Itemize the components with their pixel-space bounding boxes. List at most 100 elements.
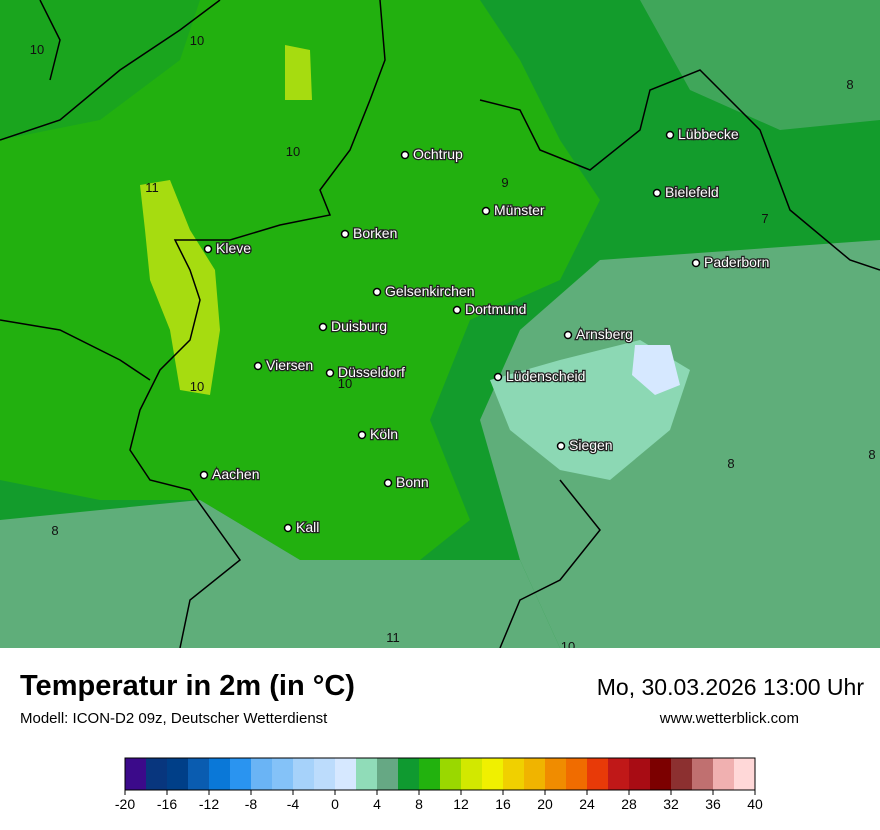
title: Temperatur in 2m (in °C) [20, 670, 355, 702]
borders [0, 0, 880, 648]
color-swatch [125, 758, 147, 790]
city-label: Bielefeld [665, 184, 719, 200]
city-label: Dortmund [465, 301, 526, 317]
cities: Lübbecke Ochtrup Bielefeld Münster Borken Kle… [199, 125, 771, 536]
coldest-area [632, 345, 680, 395]
color-swatch [377, 758, 399, 790]
contour-label: 10 [30, 42, 44, 57]
color-swatch [419, 758, 441, 790]
color-swatch [545, 758, 567, 790]
model-info: Modell: ICON-D2 09z, Deutscher Wetterdie… [20, 710, 328, 727]
tick-label: 32 [663, 796, 679, 812]
city-label: Viersen [266, 357, 313, 373]
city-label: Köln [370, 426, 398, 442]
tick-label: 8 [415, 796, 423, 812]
color-swatch [209, 758, 231, 790]
tick-label: 12 [453, 796, 469, 812]
city-dot [199, 470, 209, 480]
tick-label: -20 [115, 796, 135, 812]
city-label: Kleve [216, 240, 251, 256]
city-label: Düsseldorf [338, 364, 405, 380]
city-dot [400, 150, 410, 160]
color-swatch [461, 758, 483, 790]
city-label: Ochtrup [413, 146, 463, 162]
city-dot [203, 244, 213, 254]
warm-area [285, 45, 312, 100]
city-dot [452, 305, 462, 315]
color-swatch [566, 758, 588, 790]
tick-label: 16 [495, 796, 511, 812]
tick-label: -12 [199, 796, 219, 812]
contour-label: 10 [561, 639, 575, 648]
city-label: Münster [494, 202, 545, 218]
warm-area [140, 180, 220, 395]
website: www.wetterblick.com [659, 710, 799, 727]
contour-label: 10 [190, 379, 204, 394]
contour-label: 8 [846, 77, 853, 92]
contour-labels: 10 10 10 11 9 8 7 10 10 8 8 8 11 10 [30, 33, 876, 648]
tick-label: 24 [579, 796, 595, 812]
contour-label: 8 [868, 447, 875, 462]
city-dot [691, 258, 701, 268]
color-swatch [188, 758, 210, 790]
cool-area [640, 0, 880, 130]
warm-area [0, 0, 600, 560]
color-swatch [440, 758, 462, 790]
cool-area [0, 500, 560, 648]
contour-label: 11 [386, 630, 400, 645]
map: Lübbecke Ochtrup Bielefeld Münster Borken Kle… [0, 0, 880, 648]
color-swatch [629, 758, 651, 790]
color-swatch [230, 758, 252, 790]
color-swatch [398, 758, 420, 790]
color-swatch [650, 758, 672, 790]
tick-label: 4 [373, 796, 381, 812]
color-swatch [314, 758, 336, 790]
tick-label: -16 [157, 796, 177, 812]
cool-area [480, 240, 880, 648]
city-label: Borken [353, 225, 397, 241]
color-scale-frame [124, 757, 756, 791]
color-swatch [671, 758, 693, 790]
tick-label: -8 [245, 796, 258, 812]
city-label: Paderborn [704, 254, 769, 270]
tick-label: -4 [287, 796, 300, 812]
color-swatch [734, 758, 756, 790]
color-swatch [692, 758, 714, 790]
city-label: Duisburg [331, 318, 387, 334]
color-scale: -20 -16 -12 -8 -4 0 4 8 12 16 20 24 28 32 36 40 [115, 757, 763, 812]
contour-label: 9 [501, 175, 508, 190]
contour-label: 10 [286, 144, 300, 159]
city-dot [283, 523, 293, 533]
color-swatch [482, 758, 504, 790]
tick-label: 0 [331, 796, 339, 812]
city-dot [665, 130, 675, 140]
contour-label: 7 [761, 211, 768, 226]
city-dot [481, 206, 491, 216]
city-dot [493, 372, 503, 382]
city-label: Arnsberg [576, 326, 633, 342]
color-swatch [524, 758, 546, 790]
tick-label: 40 [747, 796, 763, 812]
color-swatch [713, 758, 735, 790]
contour-label: 10 [338, 376, 352, 391]
tick-label: 36 [705, 796, 721, 812]
color-swatch [293, 758, 315, 790]
contour-label: 8 [51, 523, 58, 538]
city-dot [372, 287, 382, 297]
city-label: Siegen [569, 437, 613, 453]
city-label: Gelsenkirchen [385, 283, 475, 299]
city-label: Aachen [212, 466, 259, 482]
city-dot [652, 188, 662, 198]
city-dot [563, 330, 573, 340]
contour-label: 10 [190, 33, 204, 48]
city-label: Kall [296, 519, 319, 535]
contour-label: 8 [727, 456, 734, 471]
color-swatch [587, 758, 609, 790]
color-swatch [335, 758, 357, 790]
warm-area [0, 0, 200, 140]
city-dot [357, 430, 367, 440]
color-swatch [503, 758, 525, 790]
city-dot [253, 361, 263, 371]
city-dot [325, 368, 335, 378]
